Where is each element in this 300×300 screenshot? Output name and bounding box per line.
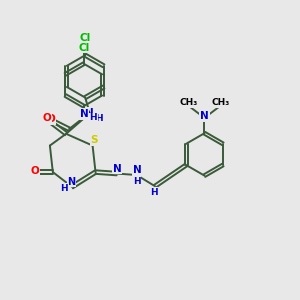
Text: Cl: Cl — [78, 43, 89, 52]
Text: CH₃: CH₃ — [179, 98, 197, 107]
Text: N: N — [200, 111, 209, 122]
Text: N: N — [80, 109, 89, 119]
Text: H: H — [133, 177, 141, 186]
Text: H: H — [89, 113, 97, 122]
Text: O: O — [46, 114, 55, 124]
Text: N: N — [113, 164, 122, 173]
Text: H: H — [150, 188, 157, 196]
Text: CH₃: CH₃ — [212, 98, 230, 107]
Text: N: N — [85, 108, 94, 118]
Text: Cl: Cl — [80, 33, 91, 43]
Text: N: N — [133, 165, 142, 175]
Text: O: O — [31, 166, 40, 176]
Text: H: H — [60, 184, 68, 193]
Text: S: S — [90, 135, 98, 145]
Text: H: H — [95, 114, 103, 123]
Text: O: O — [43, 113, 51, 123]
Text: N: N — [67, 177, 75, 187]
